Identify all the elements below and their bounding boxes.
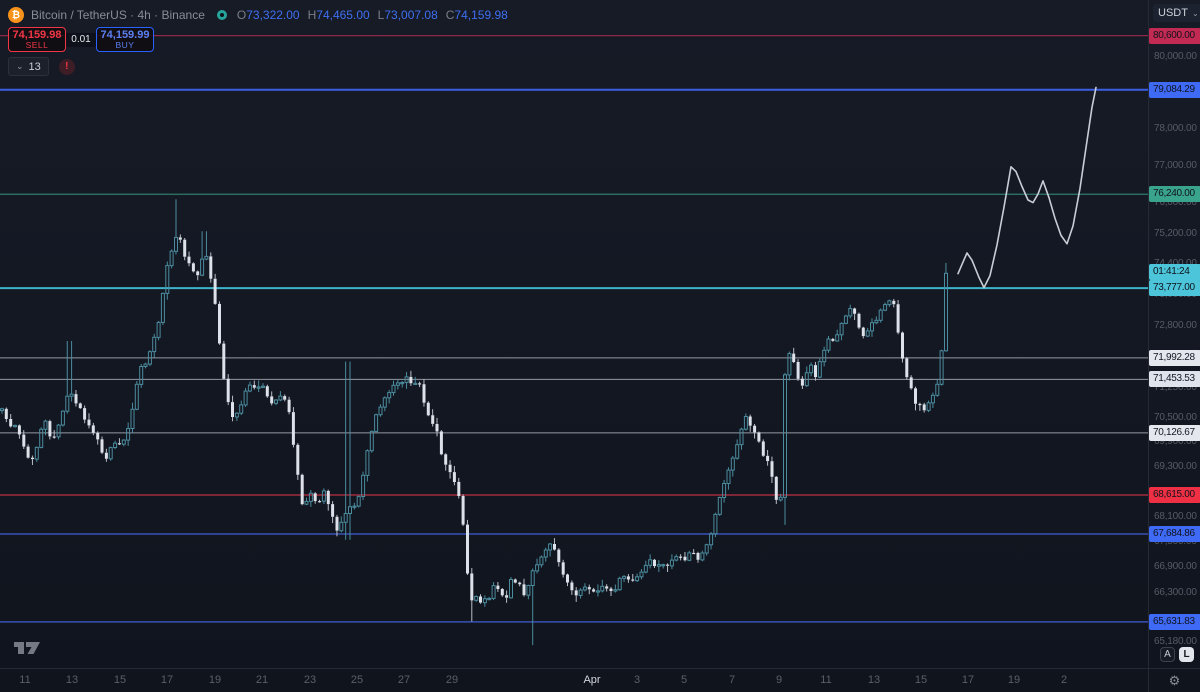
- currency-label: USDT: [1158, 7, 1188, 19]
- time-label: 23: [303, 674, 317, 686]
- price-line-label: 70,126.67: [1149, 424, 1200, 441]
- high-value: 74,465.00: [316, 8, 370, 22]
- auto-scale-button[interactable]: A: [1160, 647, 1175, 662]
- bar-countdown-timer: 01:41:24: [1149, 263, 1200, 280]
- time-label: 19: [1007, 674, 1021, 686]
- price-line-label: 73,777.00: [1149, 280, 1200, 297]
- warning-icon[interactable]: !: [58, 58, 75, 75]
- price-tick: 80,000.00: [1154, 50, 1197, 62]
- price-tick: 69,900.00: [1154, 436, 1197, 448]
- price-line-label: 79,084.29: [1149, 81, 1200, 98]
- projection-drawing: [957, 86, 1097, 289]
- chevron-down-icon: ⌄: [1191, 8, 1199, 18]
- tradingview-logo[interactable]: [14, 640, 41, 660]
- trade-buttons-row: 74,159.98 SELL 0.01 74,159.99 BUY: [8, 27, 508, 52]
- chevron-down-icon: ⌄: [16, 61, 24, 71]
- price-line-label: 76,240.00: [1149, 186, 1200, 203]
- price-line-label: 71,992.28: [1149, 349, 1200, 366]
- sell-button[interactable]: 74,159.98 SELL: [8, 27, 66, 52]
- log-scale-button[interactable]: L: [1179, 647, 1194, 662]
- time-label: 2: [1060, 674, 1068, 686]
- time-axis[interactable]: 11 13 15 17 19 21 23 25 27 29 Apr 3 5 7 9 11 13 15 17 19 2: [0, 668, 1148, 692]
- time-label: Apr: [583, 674, 601, 686]
- price-line-label: 71,453.53: [1149, 371, 1200, 388]
- symbol-row: ₿ Bitcoin / TetherUS · 4h · Binance O73,…: [8, 6, 508, 24]
- price-tick: 72,800.00: [1154, 320, 1197, 332]
- object-tree-count: 13: [28, 60, 41, 73]
- spread-value: 0.01: [66, 32, 96, 47]
- open-label: O: [236, 8, 247, 22]
- chart-canvas[interactable]: ₿ Bitcoin / TetherUS · 4h · Binance O73,…: [0, 0, 1148, 668]
- time-label: 13: [867, 674, 881, 686]
- time-label: 3: [633, 674, 641, 686]
- time-label: 21: [255, 674, 269, 686]
- price-tick: 78,000.00: [1154, 123, 1197, 135]
- time-label: 7: [728, 674, 736, 686]
- time-label: 15: [113, 674, 127, 686]
- market-status-dot[interactable]: [216, 10, 227, 20]
- symbol-title[interactable]: Bitcoin / TetherUS · 4h · Binance: [31, 8, 205, 22]
- high-label: H: [307, 8, 317, 22]
- price-axis[interactable]: USDT ⌄ 80,000.00 78,000.00 77,000.00 76,000…: [1148, 0, 1200, 668]
- time-label: 25: [350, 674, 364, 686]
- time-label: 29: [445, 674, 459, 686]
- ohlc-readout: O73,322.00 H74,465.00 L73,007.08 C74,159…: [237, 8, 508, 22]
- gear-icon: ⚙: [1168, 672, 1181, 688]
- sell-price: 74,159.98: [12, 28, 62, 41]
- buy-button[interactable]: 74,159.99 BUY: [96, 27, 154, 52]
- price-tick: 76,000.00: [1154, 197, 1197, 209]
- price-line-label: 65,631.83: [1149, 613, 1200, 630]
- bitcoin-icon: ₿: [8, 7, 24, 23]
- time-label: 27: [397, 674, 411, 686]
- price-tick: 66,900.00: [1154, 561, 1197, 573]
- candlestick-chart: [0, 34, 1148, 646]
- axis-settings-corner[interactable]: ⚙: [1148, 668, 1200, 692]
- object-tree-row: ⌄ 13 !: [8, 57, 508, 76]
- buy-label: BUY: [115, 39, 135, 50]
- open-value: 73,322.00: [246, 8, 300, 22]
- low-label: L: [377, 8, 385, 22]
- sell-label: SELL: [25, 39, 49, 50]
- axis-mode-buttons: A L: [1160, 647, 1194, 662]
- time-label: 17: [160, 674, 174, 686]
- price-tick: 75,200.00: [1154, 227, 1197, 239]
- time-label: 15: [914, 674, 928, 686]
- time-label: 11: [19, 674, 31, 686]
- time-label: 19: [208, 674, 222, 686]
- time-label: 13: [65, 674, 79, 686]
- time-label: 5: [680, 674, 688, 686]
- time-label: 17: [961, 674, 975, 686]
- close-label: C: [445, 8, 455, 22]
- price-line-label: 68,615.00: [1149, 487, 1200, 504]
- price-tick: 70,500.00: [1154, 411, 1197, 423]
- object-tree-toggle[interactable]: ⌄ 13: [8, 57, 49, 76]
- chart-legend: ₿ Bitcoin / TetherUS · 4h · Binance O73,…: [8, 6, 508, 76]
- time-label: 9: [775, 674, 783, 686]
- price-tick: 69,300.00: [1154, 460, 1197, 472]
- price-tick: 68,100.00: [1154, 510, 1197, 522]
- price-line-label: 67,684.86: [1149, 525, 1200, 542]
- currency-selector[interactable]: USDT ⌄: [1153, 4, 1200, 22]
- price-line-label: 80,600.00: [1149, 27, 1200, 44]
- low-value: 73,007.08: [384, 8, 438, 22]
- price-tick: 77,000.00: [1154, 160, 1197, 172]
- time-label: 11: [820, 674, 832, 686]
- price-tick: 66,300.00: [1154, 586, 1197, 598]
- close-value: 74,159.98: [454, 8, 508, 22]
- price-tick: 65,180.00: [1154, 635, 1197, 647]
- buy-price: 74,159.99: [100, 28, 150, 41]
